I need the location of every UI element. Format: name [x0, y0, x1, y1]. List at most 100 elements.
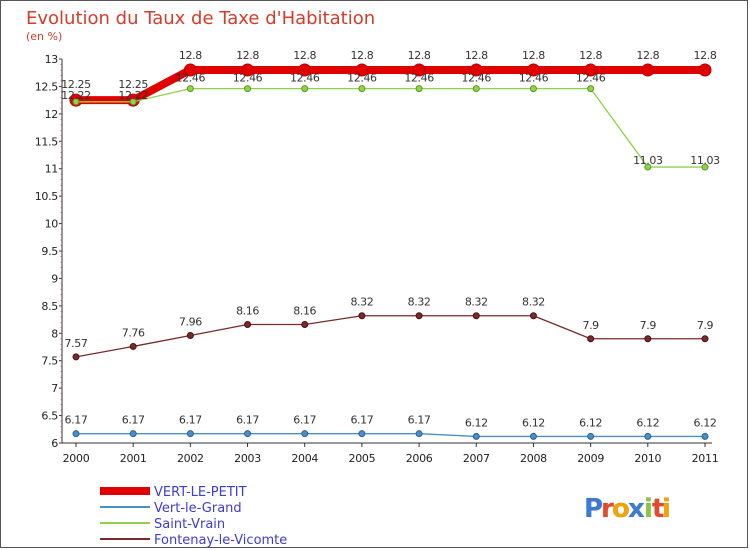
legend-label: Saint-Vrain — [154, 517, 225, 532]
data-label: 12.46 — [576, 72, 606, 85]
data-labels-1: 6.17 6.17 6.17 6.17 6.17 6.17 6.17 6.12 6.12 6.12… — [65, 414, 717, 430]
data-label: 6.17 — [65, 414, 88, 427]
data-label: 7.57 — [65, 337, 88, 350]
data-point — [415, 430, 423, 438]
series-line — [76, 433, 705, 438]
series-line — [76, 65, 705, 105]
data-point — [472, 312, 480, 320]
data-point — [529, 85, 537, 93]
data-point — [641, 63, 655, 77]
data-point — [529, 432, 537, 440]
data-label: 12.25 — [118, 78, 148, 91]
x-tick-label: 2007 — [463, 452, 490, 465]
series-layer: 12.25 12.25 12.8 12.8 12.8 12.8 12.8 12.8 12.8 12… — [61, 49, 721, 440]
x-tick-label: 2006 — [406, 452, 433, 465]
data-label: 6.17 — [122, 414, 145, 427]
data-label: 12.46 — [404, 72, 434, 85]
data-label: 7.9 — [582, 319, 599, 332]
data-point — [415, 312, 423, 320]
data-label: 6.12 — [579, 416, 602, 429]
data-point — [241, 63, 255, 77]
data-label: 12.8 — [350, 49, 373, 62]
y-tick-label: 8 — [51, 327, 58, 340]
data-label: 12.46 — [519, 72, 549, 85]
data-label: 6.12 — [636, 416, 659, 429]
data-label: 6.17 — [293, 414, 316, 427]
data-label: 12.8 — [408, 49, 431, 62]
data-point — [412, 63, 426, 77]
x-tick-label: 2000 — [63, 452, 90, 465]
data-point — [183, 63, 197, 77]
data-label: 6.12 — [694, 416, 717, 429]
data-label: 6.17 — [179, 414, 202, 427]
data-label: 12.46 — [176, 72, 206, 85]
series-3 — [72, 312, 709, 361]
unit-label: (en %) — [26, 30, 62, 43]
y-tick-label: 8.5 — [41, 300, 58, 313]
data-point — [644, 432, 652, 440]
x-tick-label: 2010 — [634, 452, 661, 465]
data-point — [72, 98, 80, 106]
legend: VERT-LE-PETITVert-le-GrandSaint-VrainFon… — [100, 485, 287, 548]
data-label: 7.76 — [122, 326, 145, 339]
data-label: 12.46 — [347, 72, 377, 85]
y-tick-label: 11.5 — [35, 135, 59, 148]
data-point — [355, 63, 369, 77]
data-label: 8.32 — [465, 296, 488, 309]
data-point — [72, 430, 80, 438]
x-tick-label: 2001 — [120, 452, 147, 465]
y-tick-label: 6.5 — [41, 410, 58, 423]
data-point — [358, 430, 366, 438]
data-point — [298, 63, 312, 77]
legend-label: Vert-le-Grand — [154, 501, 242, 516]
data-label: 8.32 — [350, 296, 373, 309]
data-label: 12.8 — [293, 49, 316, 62]
data-point — [72, 353, 80, 361]
data-label: 12.8 — [465, 49, 488, 62]
data-point — [472, 85, 480, 93]
data-labels-3: 7.57 7.76 7.96 8.16 8.16 8.32 8.32 8.32 8.32 7.9 7… — [65, 296, 714, 350]
data-label: 12.8 — [236, 49, 259, 62]
data-label: 11.03 — [690, 154, 720, 167]
logo-letter: r — [601, 494, 614, 524]
data-point — [244, 321, 252, 329]
y-tick-label: 12.5 — [35, 80, 59, 93]
y-tick-label: 7 — [51, 382, 58, 395]
chart-title: Evolution du Taux de Taxe d'Habitation — [26, 8, 375, 29]
x-tick-label: 2011 — [692, 452, 719, 465]
data-point — [129, 430, 137, 438]
data-point — [129, 98, 137, 106]
data-label: 8.32 — [408, 296, 431, 309]
data-point — [358, 312, 366, 320]
data-label: 6.17 — [408, 414, 431, 427]
logo-letter: i — [644, 494, 653, 524]
data-point — [301, 85, 309, 93]
x-tick-label: 2008 — [520, 452, 547, 465]
y-tick-label: 10 — [45, 218, 59, 231]
data-point — [587, 432, 595, 440]
data-point — [701, 335, 709, 343]
data-label: 8.16 — [236, 305, 259, 318]
data-point — [186, 85, 194, 93]
series-1 — [72, 430, 709, 440]
data-point — [472, 432, 480, 440]
logo-letter: x — [628, 494, 645, 524]
data-point — [644, 335, 652, 343]
data-label: 8.16 — [293, 305, 316, 318]
data-point — [129, 342, 137, 350]
y-tick-label: 9 — [51, 272, 58, 285]
axes: 6 6.5 7 7.5 8 8.5 9 9.5 10 10.5 11 11.5 12 12.5 13 2000… — [35, 53, 719, 465]
series-line — [75, 315, 705, 358]
y-tick-label: 13 — [45, 53, 59, 66]
x-tick-label: 2004 — [291, 452, 318, 465]
data-point — [244, 430, 252, 438]
data-label: 12.8 — [636, 49, 659, 62]
series-2 — [72, 85, 709, 171]
data-point — [526, 63, 540, 77]
data-point — [358, 85, 366, 93]
data-label: 7.9 — [640, 319, 657, 332]
data-label: 6.17 — [236, 414, 259, 427]
